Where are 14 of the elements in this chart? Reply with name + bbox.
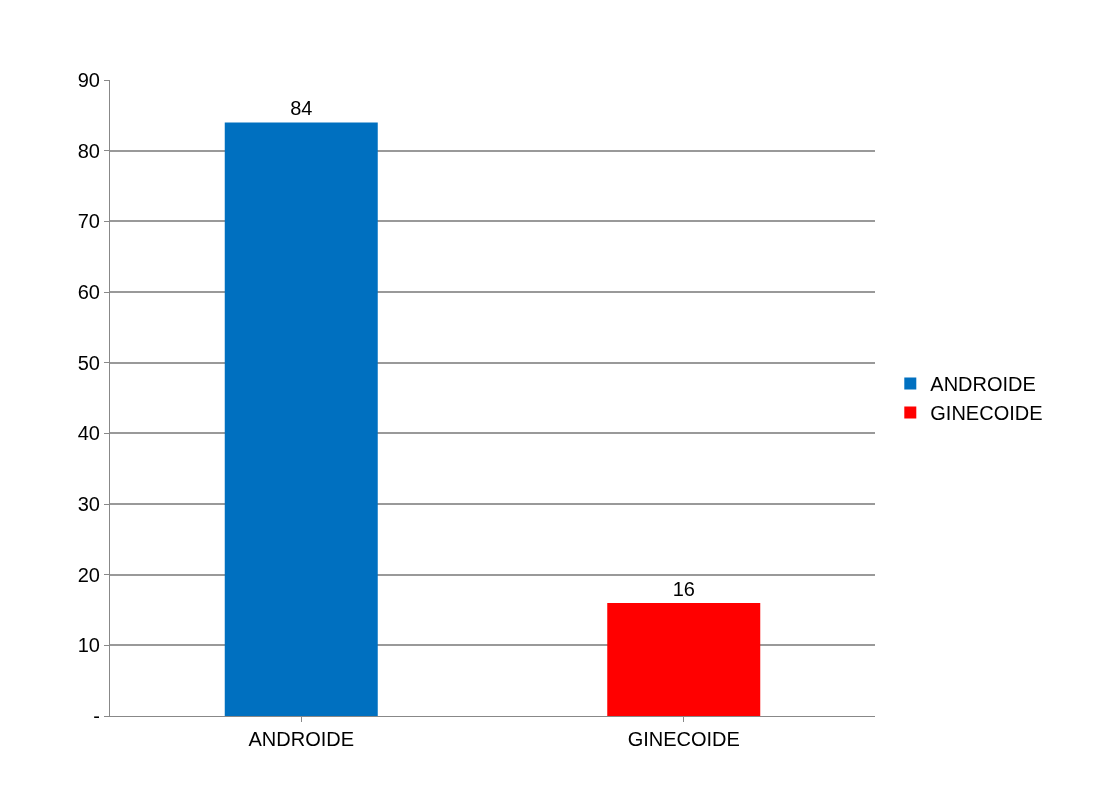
y-tick-label: 10 — [77, 634, 100, 657]
y-tick-label: 20 — [77, 563, 100, 586]
y-tick-label: 50 — [77, 351, 100, 374]
data-label: 84 — [290, 97, 313, 120]
y-tick-label: 30 — [77, 493, 100, 515]
y-tick-label: - — [93, 705, 100, 727]
data-label: 16 — [672, 577, 695, 600]
y-tick-label: 90 — [77, 69, 100, 91]
y-tick-label: 80 — [77, 139, 100, 162]
legend-label: ANDROIDE — [930, 373, 1036, 396]
y-tick-label: 60 — [77, 281, 100, 303]
legend-label: GINECOIDE — [930, 402, 1043, 425]
y-tick-label: 40 — [77, 422, 100, 445]
y-tick-label: 70 — [77, 210, 100, 233]
